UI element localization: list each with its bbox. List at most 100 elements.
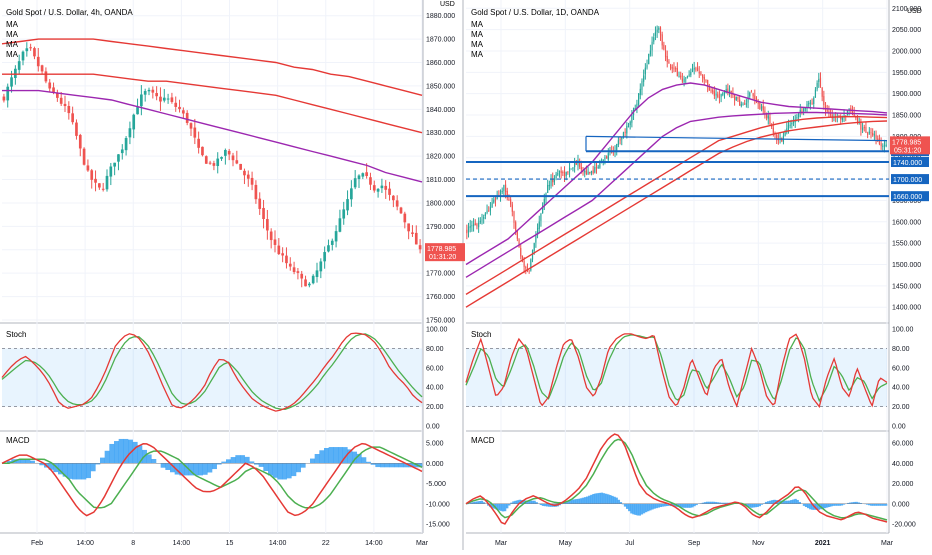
left-time-label: 14:00 xyxy=(76,540,94,547)
right-macd-label: MACD xyxy=(471,436,495,445)
right-candle-body xyxy=(694,68,695,70)
right-macd-histogram-bar xyxy=(580,498,582,503)
left-candle-body xyxy=(193,128,196,138)
right-candle-body xyxy=(619,139,620,140)
left-candle-body xyxy=(3,97,6,101)
right-stoch-band xyxy=(466,348,887,406)
right-macd-histogram-bar xyxy=(651,504,653,510)
right-candle-body xyxy=(648,54,649,64)
right-candle-body xyxy=(817,83,818,89)
left-macd-histogram-bar xyxy=(86,463,91,478)
left-candle-body xyxy=(22,52,25,61)
right-candle-body xyxy=(524,261,525,267)
right-macd-histogram-bar xyxy=(828,504,830,507)
right-price-tick-label: 1500.000 xyxy=(892,262,921,269)
right-candle-body xyxy=(714,91,715,95)
right-macd-histogram-bar xyxy=(609,495,611,504)
right-candle-body xyxy=(764,111,765,114)
left-stoch-tick-label: 100.00 xyxy=(426,327,448,334)
right-candle-body xyxy=(645,68,646,75)
left-candle-body xyxy=(297,271,300,273)
right-candle-body xyxy=(842,118,843,120)
left-candle-body xyxy=(190,123,193,128)
left-candle-body xyxy=(56,93,59,98)
left-macd-histogram-bar xyxy=(198,463,203,475)
right-macd-histogram-bar xyxy=(885,504,887,506)
right-ma-label-1: MA xyxy=(471,20,484,29)
right-candle-body xyxy=(625,132,626,133)
right-candle-body xyxy=(722,93,723,95)
right-candle-body xyxy=(591,171,592,173)
right-macd-histogram-bar xyxy=(792,499,794,503)
left-candle-body xyxy=(403,214,406,223)
right-last-price-label: 1778.985 xyxy=(892,139,921,146)
right-macd-histogram-bar xyxy=(759,504,761,506)
right-candle-body xyxy=(651,42,652,50)
right-price-tick-label: 1900.000 xyxy=(892,91,921,98)
right-candle-body xyxy=(596,167,597,168)
right-time-label: Mar xyxy=(495,540,508,547)
left-time-label: 14:00 xyxy=(269,540,287,547)
right-candle-body xyxy=(867,134,868,135)
left-candle-body xyxy=(98,183,101,187)
left-price-tick-label: 1810.000 xyxy=(426,177,455,184)
left-candle-body xyxy=(209,163,212,164)
right-macd-histogram-bar xyxy=(803,504,805,506)
right-candle-body xyxy=(710,90,711,91)
right-macd-histogram-bar xyxy=(588,496,590,504)
left-candle-body xyxy=(327,245,330,251)
left-macd-histogram-bar xyxy=(147,454,152,463)
left-macd-histogram-bar xyxy=(30,461,35,464)
level-price-tag-label: 1700.000 xyxy=(893,177,922,184)
right-candle-body xyxy=(616,144,617,150)
right-candle-body xyxy=(529,270,530,271)
left-macd-histogram-bar xyxy=(361,457,366,463)
left-macd-histogram-bar xyxy=(67,463,72,479)
right-candle-body xyxy=(731,91,732,92)
left-macd-tick-label: -10.000 xyxy=(426,501,450,508)
left-candle-body xyxy=(75,123,78,136)
right-candle-body xyxy=(872,133,873,135)
right-candle-body xyxy=(466,230,467,233)
left-candle-body xyxy=(216,159,219,166)
left-candle-body xyxy=(83,149,86,165)
right-candle-body xyxy=(881,143,882,146)
right-candle-body xyxy=(561,171,562,173)
right-macd-histogram-bar xyxy=(586,497,588,504)
right-macd-tick-label: 0.000 xyxy=(892,501,910,508)
right-candle-body xyxy=(539,222,540,229)
right-candle-body xyxy=(608,153,609,160)
right-candle-body xyxy=(773,128,774,133)
right-macd-histogram-bar xyxy=(542,504,544,506)
right-candle-body xyxy=(864,127,865,128)
right-countdown-label: 05:31:20 xyxy=(894,147,921,154)
left-macd-histogram-bar xyxy=(105,451,110,463)
right-macd-histogram-bar xyxy=(752,504,754,508)
left-macd-histogram-bar xyxy=(91,463,96,471)
right-currency: USD xyxy=(907,8,922,15)
left-candle-body xyxy=(251,178,254,185)
right-macd-histogram-bar xyxy=(826,504,828,508)
left-candle-body xyxy=(377,189,380,192)
left-macd-histogram-bar xyxy=(203,463,208,475)
left-time-label: 14:00 xyxy=(365,540,383,547)
left-candle-body xyxy=(270,232,273,241)
right-candle-body xyxy=(505,185,506,193)
right-time-label: Mar xyxy=(881,540,894,547)
right-price-tick-label: 1850.000 xyxy=(892,113,921,120)
left-candle-body xyxy=(262,208,265,219)
right-macd-histogram-bar xyxy=(601,493,603,504)
right-macd-histogram-bar xyxy=(872,504,874,506)
right-macd-tick-label: 20.000 xyxy=(892,481,914,488)
right-candle-body xyxy=(862,128,863,130)
right-candle-body xyxy=(749,93,750,97)
right-macd-histogram-bar xyxy=(514,501,516,504)
right-candle-body xyxy=(569,168,570,171)
right-candle-body xyxy=(593,170,594,173)
left-macd-histogram-bar xyxy=(315,454,320,463)
right-candle-body xyxy=(742,104,743,105)
right-macd-histogram-bar xyxy=(836,504,838,506)
left-candle-body xyxy=(388,189,391,195)
right-candle-body xyxy=(473,224,474,226)
